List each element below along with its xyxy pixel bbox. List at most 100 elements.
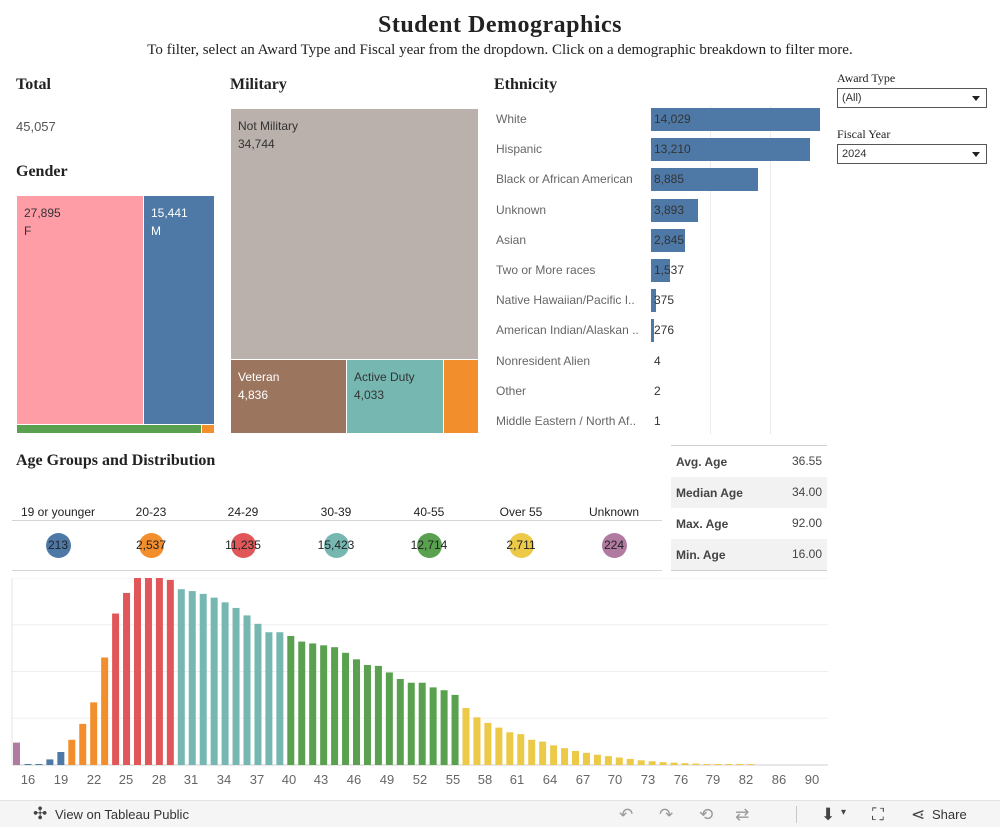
histogram-bar [582, 752, 590, 765]
histogram-bar [626, 758, 634, 765]
age-group-label: 20-23 [135, 505, 167, 519]
military-title: Military [230, 76, 287, 93]
x-tick-label: 19 [54, 772, 68, 787]
military-treemap: Not Military 34,744 Veteran 4,836 Active… [231, 109, 478, 433]
age-group-value: 15,423 [317, 538, 355, 552]
age-group-value: 2,711 [506, 538, 536, 552]
age-group-dot[interactable] [508, 533, 534, 558]
age-group-dot[interactable] [416, 533, 442, 558]
refresh-icon[interactable]: ⇄ [735, 805, 750, 824]
age-group-label: 40-55 [413, 505, 445, 519]
share-button[interactable]: Share [932, 807, 967, 822]
chevron-down-icon[interactable]: ▾ [841, 807, 847, 818]
age-stat-label: Min. Age [676, 548, 726, 562]
x-tick-label: 82 [739, 772, 753, 787]
ethnicity-bar[interactable] [651, 198, 698, 222]
histogram-bar [24, 764, 32, 765]
redo-icon[interactable]: ↷ [659, 805, 674, 824]
histogram-bar [539, 741, 547, 765]
age-stat-row: Avg. Age 36.55 [671, 446, 827, 477]
x-tick-label: 86 [772, 772, 786, 787]
x-tick-label: 79 [706, 772, 720, 787]
ethnicity-bar[interactable] [651, 289, 656, 313]
histogram-bar [221, 602, 229, 765]
age-group-dot[interactable] [138, 533, 164, 558]
age-group-label: 24-29 [227, 505, 259, 519]
chevron-down-icon [972, 152, 980, 157]
ethnicity-bar[interactable] [651, 259, 670, 282]
award-type-label: Award Type [837, 71, 896, 85]
ethnicity-value: 276 [654, 323, 675, 338]
military-not-tile[interactable]: Not Military 34,744 [231, 109, 478, 359]
fiscal-year-dropdown[interactable]: 2024 [837, 144, 987, 164]
histogram-bar [451, 694, 459, 765]
histogram-bar [495, 727, 503, 765]
histogram-bar [112, 613, 120, 765]
histogram-bar [177, 589, 185, 765]
ethnicity-label: Middle Eastern / North Af.. [496, 414, 637, 428]
x-tick-label: 34 [217, 772, 231, 787]
x-tick-label: 49 [380, 772, 394, 787]
revert-icon[interactable]: ⟲ [699, 805, 714, 824]
histogram-bar [462, 707, 470, 765]
military-active-tile[interactable]: Active Duty 4,033 [347, 360, 443, 433]
x-tick-label: 46 [347, 772, 361, 787]
histogram-bar [35, 764, 43, 765]
age-group-dot[interactable] [601, 533, 627, 558]
military-not-label: Not Military [238, 119, 299, 133]
ethnicity-value: 4 [654, 353, 661, 368]
histogram-bar [342, 652, 350, 765]
age-group-dot[interactable] [45, 533, 71, 558]
histogram-bar [68, 739, 76, 765]
undo-icon[interactable]: ↶ [619, 805, 634, 824]
ethnicity-bar[interactable] [651, 138, 810, 162]
histogram-bar [353, 659, 360, 765]
download-icon[interactable]: ⬇ [821, 805, 836, 824]
age-group-dot[interactable] [230, 533, 256, 558]
histogram-bar [243, 615, 251, 765]
x-tick-label: 67 [576, 772, 590, 787]
age-stat-label: Median Age [676, 486, 743, 500]
ethnicity-bar[interactable] [651, 319, 654, 343]
stats-bottom-border [671, 570, 827, 571]
histogram-bar [287, 635, 295, 765]
histogram-bar-unknown [13, 742, 20, 765]
award-type-dropdown[interactable]: (All) [837, 88, 987, 108]
ethnicity-bar[interactable] [651, 168, 758, 192]
military-veteran-tile[interactable]: Veteran 4,836 [231, 360, 346, 433]
view-on-tableau-link[interactable]: View on Tableau Public [55, 807, 189, 822]
stats-top-border [671, 445, 827, 446]
ethnicity-label: Other [496, 383, 527, 398]
age-stat-value: 16.00 [791, 547, 822, 561]
gender-other-tile[interactable] [17, 425, 201, 433]
x-tick-label: 40 [282, 772, 296, 787]
ethnicity-bar[interactable] [651, 108, 820, 131]
histogram-bar [188, 591, 196, 765]
histogram-bar [637, 760, 645, 765]
military-other-tile[interactable] [444, 360, 478, 433]
age-group-dot[interactable] [323, 533, 349, 558]
ethnicity-label: Black or African American [496, 172, 633, 187]
ethnicity-value: 375 [654, 293, 675, 308]
ethnicity-bar[interactable] [651, 228, 685, 252]
share-icon[interactable]: ⋖ [911, 805, 926, 824]
gender-male-value: 15,441 [151, 206, 188, 220]
histogram-bar [747, 764, 755, 765]
military-active-value: 4,033 [354, 388, 385, 402]
x-tick-label: 43 [314, 772, 328, 787]
ethnicity-value: 2 [654, 383, 661, 398]
ethnicity-value: 1 [654, 414, 661, 428]
age-groups-divider [12, 520, 662, 521]
age-groups-divider [12, 570, 662, 571]
x-tick-label: 55 [446, 772, 460, 787]
ethnicity-value: 8,885 [654, 172, 685, 187]
histogram-bar [615, 757, 623, 765]
gender-treemap: 27,895 F 15,441 M [17, 196, 214, 433]
x-tick-label: 73 [641, 772, 655, 787]
fullscreen-icon[interactable]: ⛶ [872, 805, 884, 824]
total-value: 45,057 [16, 119, 56, 134]
gender-male-tile[interactable]: 15,441 M [144, 196, 214, 424]
military-active-label: Active Duty [354, 370, 415, 384]
gender-other2-tile[interactable] [202, 425, 214, 433]
gender-female-tile[interactable]: 27,895 F [17, 196, 143, 424]
